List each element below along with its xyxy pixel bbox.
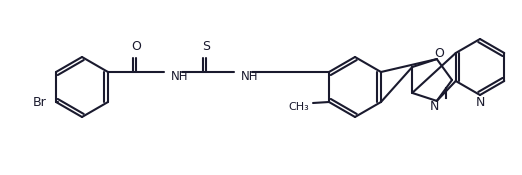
Text: N: N — [430, 100, 440, 113]
Text: Br: Br — [32, 96, 46, 108]
Text: N: N — [476, 96, 485, 108]
Text: CH₃: CH₃ — [288, 102, 309, 112]
Text: NH: NH — [241, 69, 258, 82]
Text: O: O — [434, 47, 444, 60]
Text: S: S — [202, 40, 210, 52]
Text: NH: NH — [171, 69, 188, 82]
Text: O: O — [131, 40, 141, 52]
